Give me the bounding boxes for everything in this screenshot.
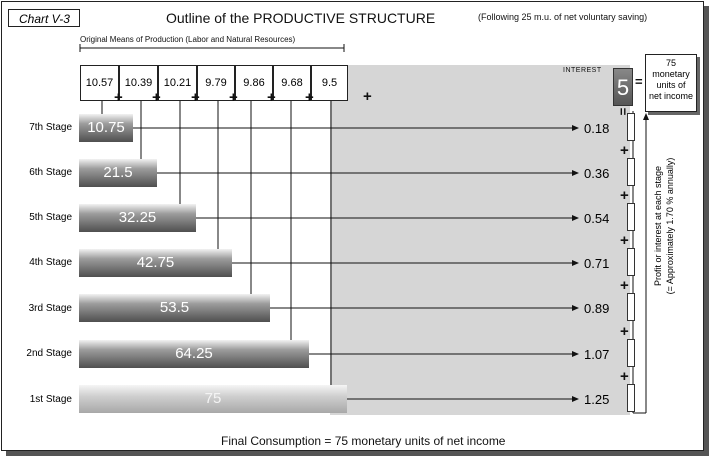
plus-sign: + [305,89,314,106]
plus-sign: + [620,323,629,340]
profit-value-2nd: 1.07 [584,347,610,362]
means-box-1: 10.57 [80,65,119,101]
stage-label-7th: 7th Stage [29,122,72,133]
stage-label-2nd: 2nd Stage [26,348,72,359]
plus-sign: + [620,142,629,159]
net-income-line: units of [656,80,686,90]
profit-box-5th [627,203,635,231]
plus-sign: + [114,89,123,106]
footer-final-consumption: Final Consumption = 75 monetary units of… [221,434,506,448]
profit-value-5th: 0.54 [584,211,610,226]
stage-bar-1st: 75 [79,385,347,413]
connector-arrow [140,101,579,176]
connector-arrow [217,101,579,266]
profit-value-1st: 1.25 [584,392,610,407]
side-text-line: Profit or interest at each stage [653,165,663,287]
stage-bar-2nd: 64.25 [79,340,309,368]
side-text-line: (= Approximately 1.70 % annually) [665,157,675,295]
means-box-2: 10.39 [119,65,158,101]
profit-box-1st [627,384,635,412]
interest-label: INTEREST [563,67,602,74]
profit-value-3rd: 0.89 [584,301,610,316]
gray-background-zone [330,65,630,415]
plus-sign: + [620,368,629,385]
stage-bar-6th: 21.5 [79,159,157,187]
chart-subtitle: (Following 25 m.u. of net voluntary savi… [478,12,648,22]
net-income-line: monetary [652,69,690,79]
plus-sign: + [363,88,372,105]
net-income-line: net income [648,91,694,101]
equals-sign: = [635,74,643,89]
stage-label-4th: 4th Stage [29,257,72,268]
means-box-5: 9.86 [235,65,273,101]
plus-sign: + [620,187,629,204]
plus-sign: + [229,89,238,106]
connector-arrow [179,101,579,221]
profit-box-6th [627,158,635,186]
means-box-6: 9.68 [273,65,311,101]
profit-value-4th: 0.71 [584,256,610,271]
stage-bar-4th: 42.75 [79,249,232,277]
plus-sign: + [191,89,200,106]
means-box-7: 9.5 [311,65,348,101]
plus-sign: + [620,277,629,294]
stage-bar-7th: 10.75 [79,114,133,142]
plus-sign: + [620,232,629,249]
means-box-4: 9.79 [197,65,235,101]
stage-bar-3rd: 53.5 [79,294,270,322]
net-income-line: 75 [665,58,676,68]
chart-title: Outline of the PRODUCTIVE STRUCTURE [166,10,436,26]
stage-label-5th: 5th Stage [29,212,72,223]
plus-sign: + [267,89,276,106]
stage-bar-5th: 32.25 [79,204,196,232]
connector-arrow [290,101,579,357]
profit-box-7th [627,113,635,141]
chart-number-label: Chart V-3 [8,9,80,27]
connector-arrow [250,101,579,311]
stage-label-3rd: 3rd Stage [28,303,72,314]
means-of-production-label: Original Means of Production (Labor and … [80,35,296,44]
net-income-box: 75 monetary units of net income [645,54,697,112]
stage-label-1st: 1st Stage [29,394,72,405]
profit-box-2nd [627,339,635,367]
profit-value-7th: 0.18 [584,121,610,136]
profit-box-4th [627,248,635,276]
profit-box-3rd [627,293,635,321]
plus-sign: + [152,89,161,106]
interest-value-box: 5 [613,68,633,106]
means-box-3: 10.21 [158,65,197,101]
profit-value-6th: 0.36 [584,166,610,181]
stage-label-6th: 6th Stage [29,167,72,178]
